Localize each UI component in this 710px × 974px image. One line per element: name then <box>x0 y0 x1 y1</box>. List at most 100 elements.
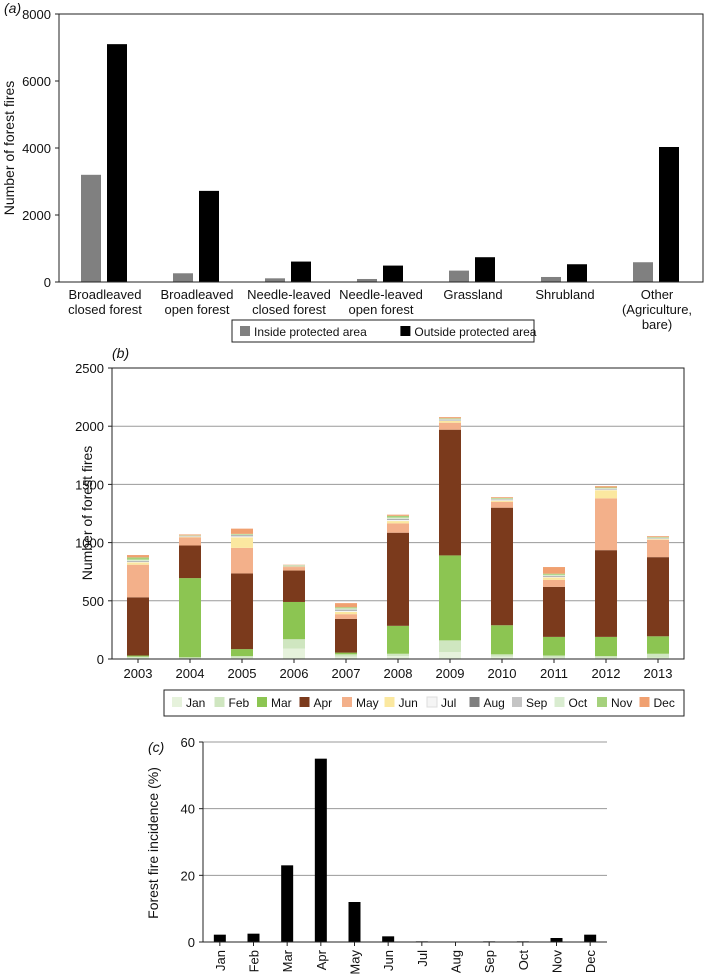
panel-b-x-ticks: 2003 2004 2005 2006 2007 2008 2009 2010 2011 2012… <box>124 659 673 681</box>
x-tick-label: 2004 <box>176 666 205 681</box>
bar-nov <box>550 938 563 942</box>
bar-outside-protected-area-0 <box>107 44 127 283</box>
legend-label: Mar <box>271 696 292 710</box>
x-tick-label: 2008 <box>384 666 413 681</box>
bar-segment-jun-2005 <box>231 537 253 548</box>
bar-segment-mar-2007 <box>335 652 357 655</box>
bar-segment-nov-2003 <box>127 557 149 560</box>
bar-segment-feb-2010 <box>491 654 513 657</box>
bar-segment-apr-2005 <box>231 573 253 650</box>
bar-segment-aug-2007 <box>335 610 357 611</box>
bar-segment-jun-2011 <box>543 577 565 580</box>
panel-a: (a) 0 2000 4000 6000 8000 Broadleaved closed … <box>1 0 704 343</box>
bar-outside-protected-area-5 <box>567 264 587 282</box>
bar-segment-apr-2003 <box>127 597 149 656</box>
y-tick-label: 1500 <box>75 477 104 492</box>
y-tick-label: 40 <box>181 802 195 817</box>
bar-segment-dec-2005 <box>231 528 253 534</box>
legend-swatch <box>384 697 395 707</box>
bar-segment-feb-2012 <box>595 656 617 658</box>
panel-c-y-ticks: 0 20 40 60 <box>181 735 203 950</box>
bar-segment-jul-2008 <box>387 519 409 522</box>
bar-segment-dec-2007 <box>335 603 357 608</box>
bar-segment-feb-2003 <box>127 656 149 658</box>
x-tick-label: Jul <box>415 950 430 967</box>
bar-segment-aug-2008 <box>387 519 409 520</box>
bar-segment-apr-2008 <box>387 532 409 626</box>
bar-segment-mar-2009 <box>439 555 461 641</box>
bar-segment-feb-2009 <box>439 640 461 653</box>
bar-segment-apr-2010 <box>491 507 513 626</box>
bar-segment-mar-2010 <box>491 625 513 655</box>
y-tick-label: 8000 <box>22 7 51 22</box>
x-tick-label: 2007 <box>332 666 361 681</box>
bar-segment-oct-2012 <box>595 488 617 489</box>
bar-segment-jul-2003 <box>127 561 149 563</box>
bar-segment-jun-2004 <box>179 536 201 538</box>
panel-b-label: (b) <box>112 345 129 361</box>
x-tick-label: Feb <box>247 950 262 972</box>
bar-segment-oct-2011 <box>543 574 565 577</box>
bar-outside-protected-area-3 <box>383 265 403 282</box>
bar-segment-nov-2007 <box>335 607 357 609</box>
bar-segment-may-2004 <box>179 537 201 546</box>
x-tick-label: 2011 <box>540 666 568 681</box>
bar-jan <box>213 934 226 942</box>
x-tick-label: 2013 <box>644 666 673 681</box>
bar-segment-oct-2007 <box>335 608 357 610</box>
bar-segment-nov-2010 <box>491 498 513 499</box>
bar-segment-nov-2008 <box>387 515 409 518</box>
legend-label: Aug <box>484 696 505 710</box>
x-tick-label: Aug <box>449 950 464 973</box>
y-tick-label: 2000 <box>22 208 51 223</box>
bar-segment-apr-2006 <box>283 570 305 602</box>
bar-segment-jul-2005 <box>231 536 253 538</box>
bar-outside-protected-area-6 <box>659 146 679 282</box>
bar-segment-oct-2009 <box>439 418 461 420</box>
bar-segment-mar-2003 <box>127 655 149 657</box>
bar-segment-jun-2012 <box>595 490 617 499</box>
panel-c: (c) 0 20 40 60 Jan Feb Mar Apr May Jun Jul Aug Sep O… <box>145 735 607 974</box>
legend-box <box>231 319 535 343</box>
bar-segment-may-2009 <box>439 422 461 430</box>
legend-label: Outside protected area <box>414 325 536 339</box>
bar-segment-apr-2012 <box>595 550 617 637</box>
panel-a-x-ticks: Broadleaved closed forest Broadleaved open … <box>68 287 692 332</box>
x-tick-label: Grassland <box>443 287 502 302</box>
legend-swatch <box>554 697 565 707</box>
bar-inside-protected-area-5 <box>541 276 561 282</box>
bar-segment-aug-2005 <box>231 535 253 537</box>
bar-segment-nov-2013 <box>647 537 669 538</box>
bar-segment-jul-2010 <box>491 500 513 501</box>
bar-segment-jan-2010 <box>491 656 513 659</box>
x-tick-label: Sep <box>482 950 497 973</box>
x-tick-label: 2009 <box>436 666 465 681</box>
bar-segment-nov-2009 <box>439 418 461 419</box>
bar-segment-jan-2003 <box>127 657 149 659</box>
x-tick-label: 2006 <box>280 666 309 681</box>
bar-may <box>348 902 361 942</box>
bar-segment-feb-2006 <box>283 639 305 649</box>
bar-segment-nov-2012 <box>595 487 617 489</box>
bar-segment-jun-2008 <box>387 521 409 524</box>
bar-segment-dec-2008 <box>387 514 409 516</box>
bar-segment-sep-2011 <box>543 576 565 577</box>
panel-a-legend: Inside protected area Outside protected a… <box>231 319 537 343</box>
legend-swatch <box>426 696 438 708</box>
y-tick-label: 4000 <box>22 141 51 156</box>
bar-segment-dec-2004 <box>179 534 201 536</box>
bar-segment-apr-2007 <box>335 618 357 653</box>
bar-segment-sep-2010 <box>491 499 513 500</box>
bar-segment-jan-2011 <box>543 657 565 659</box>
bar-segment-dec-2003 <box>127 555 149 558</box>
y-tick-label: 0 <box>188 935 195 950</box>
y-tick-label: 0 <box>44 275 51 290</box>
bar-segment-mar-2013 <box>647 636 669 654</box>
bar-segment-apr-2009 <box>439 429 461 556</box>
bar-segment-apr-2013 <box>647 557 669 637</box>
bar-segment-oct-2003 <box>127 559 149 561</box>
bar-segment-jan-2005 <box>231 657 253 659</box>
legend-swatch <box>172 697 182 707</box>
panel-b-bars <box>127 417 669 659</box>
